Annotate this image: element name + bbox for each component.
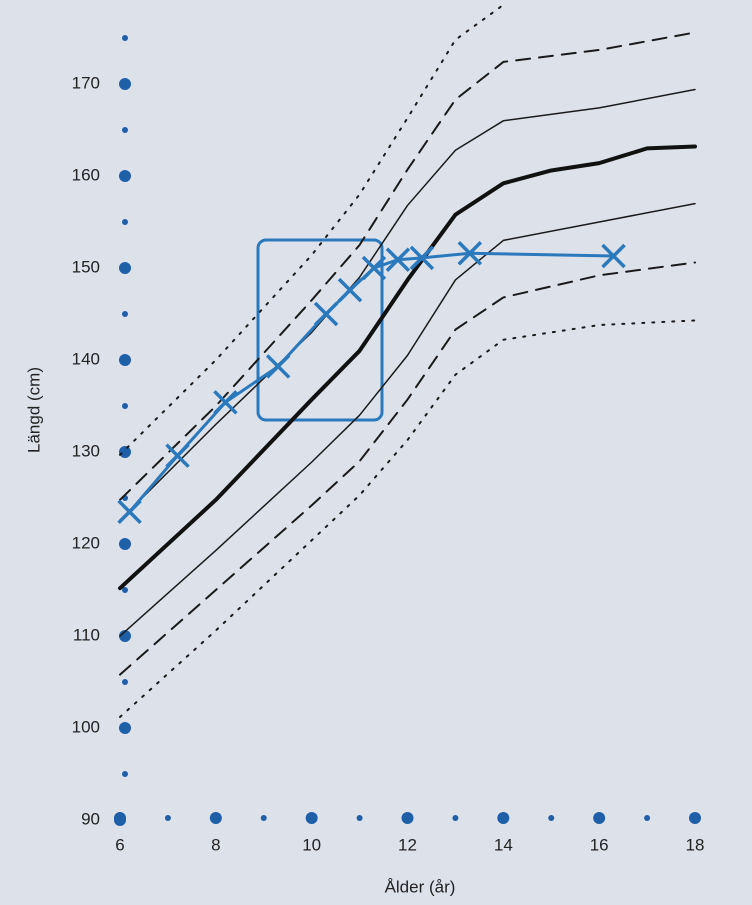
x-tick-label: 18 bbox=[686, 835, 705, 854]
y-tick-dot bbox=[119, 446, 131, 458]
curve bbox=[119, 319, 696, 718]
x-tick-label: 16 bbox=[590, 835, 609, 854]
curve bbox=[118, 144, 697, 591]
y-minor-dot bbox=[122, 35, 128, 41]
y-tick-label: 110 bbox=[73, 625, 100, 644]
y-tick-label: 100 bbox=[72, 717, 100, 736]
x-tick-dot bbox=[593, 812, 606, 824]
y-tick-label: 130 bbox=[72, 441, 100, 460]
y-tick-dot bbox=[119, 630, 131, 642]
y-tick-label: 160 bbox=[72, 165, 100, 184]
y-tick-label: 120 bbox=[72, 533, 100, 552]
x-tick-dot bbox=[305, 812, 318, 824]
x-marker bbox=[117, 499, 142, 525]
x-marker bbox=[457, 241, 483, 266]
x-tick-dot bbox=[689, 812, 701, 824]
x-marker bbox=[601, 243, 626, 269]
y-axis-label: Längd (cm) bbox=[24, 367, 43, 453]
x-marker bbox=[409, 245, 435, 271]
x-marker bbox=[337, 277, 363, 303]
x-tick-dot bbox=[497, 812, 510, 824]
x-minor-dot bbox=[452, 815, 459, 821]
y-minor-dot bbox=[122, 219, 128, 225]
y-minor-dot bbox=[122, 679, 128, 685]
x-tick-label: 12 bbox=[398, 835, 417, 854]
y-tick-label: 150 bbox=[72, 257, 100, 276]
curve bbox=[119, 88, 696, 521]
x-tick-dot bbox=[401, 812, 414, 824]
curve bbox=[119, 31, 696, 501]
y-tick-dot bbox=[119, 722, 131, 734]
y-tick-label: 90 bbox=[81, 809, 100, 828]
y-tick-dot bbox=[119, 354, 131, 366]
y-minor-dot bbox=[122, 587, 128, 593]
x-minor-dot bbox=[260, 815, 267, 821]
x-minor-dot bbox=[644, 815, 651, 821]
y-tick-dot bbox=[119, 170, 131, 182]
y-tick-dot bbox=[119, 262, 131, 274]
x-tick-label: 6 bbox=[115, 835, 124, 854]
x-minor-dot bbox=[356, 815, 363, 821]
x-minor-dot bbox=[548, 815, 555, 821]
y-tick-label: 140 bbox=[72, 349, 100, 368]
x-tick-dot bbox=[209, 812, 222, 824]
y-tick-dot bbox=[119, 78, 131, 90]
x-marker bbox=[165, 443, 190, 468]
x-tick-label: 14 bbox=[494, 835, 513, 854]
y-tick-dot bbox=[119, 538, 131, 550]
y-minor-dot bbox=[122, 403, 128, 409]
x-marker bbox=[361, 255, 387, 281]
x-tick-label: 8 bbox=[211, 835, 220, 854]
y-tick-label: 170 bbox=[72, 73, 100, 92]
y-minor-dot bbox=[122, 127, 128, 133]
x-tick-label: 10 bbox=[302, 835, 321, 854]
y-minor-dot bbox=[122, 311, 128, 317]
highlight-box bbox=[256, 238, 384, 422]
x-minor-dot bbox=[164, 815, 171, 821]
x-marker bbox=[265, 354, 291, 379]
x-marker bbox=[385, 247, 411, 272]
curve bbox=[119, 261, 696, 676]
x-axis-label: Ålder (år) bbox=[385, 877, 456, 896]
curve bbox=[119, 202, 696, 637]
y-minor-dot bbox=[122, 771, 128, 777]
x-marker bbox=[313, 301, 339, 327]
x-marker bbox=[213, 390, 238, 415]
x-tick-dot bbox=[114, 812, 126, 824]
